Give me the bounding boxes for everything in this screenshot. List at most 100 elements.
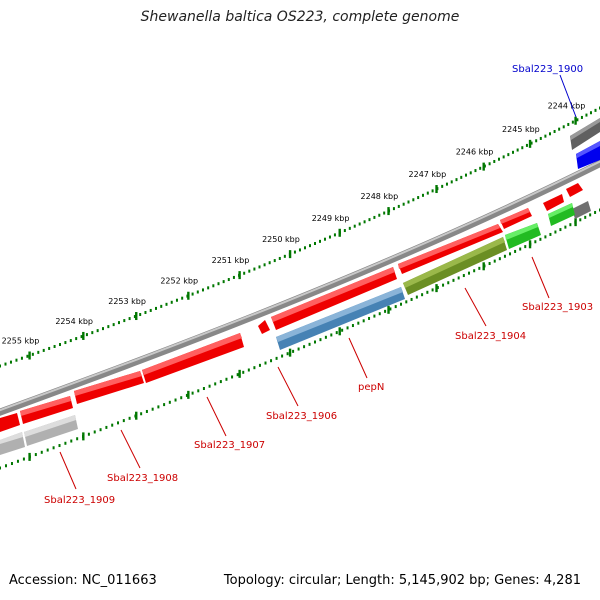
inner-track-dot — [351, 324, 354, 328]
ruler-dot — [144, 310, 147, 314]
inner-track-dot — [400, 302, 403, 306]
gene-light-grey-a[interactable] — [24, 415, 78, 446]
label-sbal223-1903[interactable]: Sbal223_1903 — [522, 302, 593, 313]
inner-track-dot — [111, 423, 114, 427]
ruler-label: 2248 kbp — [361, 192, 399, 201]
ruler-label: 2250 kbp — [262, 235, 300, 244]
gene-red-6[interactable] — [20, 396, 73, 424]
gene-red-5[interactable] — [74, 371, 144, 404]
inner-track-dot — [579, 218, 582, 222]
gene-sbal223-1903-b[interactable] — [505, 223, 541, 249]
inner-track-dot — [468, 271, 471, 275]
ruler-dot — [0, 364, 1, 368]
label-sbal223-1907[interactable]: Sbal223_1907 — [194, 440, 265, 451]
ruler-dot — [227, 278, 230, 282]
ruler-dot — [268, 261, 271, 265]
inner-track-dot — [52, 446, 55, 450]
ruler-dot — [80, 335, 83, 339]
inner-track-dot — [457, 276, 460, 280]
ruler-major-tick — [528, 139, 532, 148]
ruler-dot — [571, 120, 574, 124]
label-sbal223-1904[interactable]: Sbal223_1904 — [455, 331, 526, 342]
genome-summary-text: Topology: circular; Length: 5,145,902 bp… — [223, 573, 581, 588]
gene-grey-top[interactable] — [570, 118, 600, 150]
gene-sbal223-1904[interactable] — [403, 237, 507, 295]
label-sbal223-1908[interactable]: Sbal223_1908 — [107, 473, 178, 484]
inner-track-dot — [185, 393, 188, 397]
inner-track-dot — [208, 384, 211, 388]
gene-red-tiny[interactable] — [258, 320, 270, 334]
ruler-dot — [170, 300, 173, 304]
ruler-dot — [117, 321, 120, 325]
ruler-label: 2255 kbp — [2, 337, 40, 346]
gene-red-3[interactable] — [271, 267, 397, 330]
gene-light-grey-b[interactable] — [0, 432, 25, 455]
ruler-label: 2249 kbp — [312, 214, 350, 223]
ruler-dot — [392, 207, 395, 211]
label-sbal223-1909[interactable]: Sbal223_1909 — [44, 495, 115, 506]
ruler-dot — [258, 265, 261, 269]
inner-track-dot — [514, 249, 517, 253]
inner-track-dot — [128, 416, 131, 420]
ruler-dot — [91, 331, 94, 335]
gene-grey-small[interactable] — [572, 201, 591, 219]
inner-track-major-tick — [187, 390, 190, 399]
inner-track-dot — [493, 259, 496, 263]
gene-red-2[interactable] — [398, 224, 503, 274]
ruler-dot — [417, 196, 420, 200]
ruler-dot — [576, 118, 579, 122]
label-pepN[interactable]: pepN — [358, 382, 384, 393]
ruler-dot — [516, 148, 519, 152]
inner-track-dot — [202, 387, 205, 391]
ruler-label: 2254 kbp — [55, 317, 93, 326]
inner-track-dot — [544, 235, 547, 239]
gene-pepN[interactable] — [276, 287, 405, 350]
ruler-major-tick — [82, 331, 85, 340]
ruler-dot — [298, 248, 301, 252]
ruler-dot — [191, 292, 194, 296]
label-sbal223-1900[interactable]: Sbal223_1900 — [512, 64, 583, 75]
ruler-major-tick — [574, 116, 577, 125]
ruler-dot — [222, 280, 225, 284]
inner-track-dot — [503, 254, 506, 258]
ruler-dot — [293, 250, 296, 254]
ruler-dot — [278, 256, 281, 260]
ruler-label: 2244 kbp — [548, 102, 586, 111]
ruler-dot — [248, 269, 251, 273]
gene-small-red-b[interactable] — [543, 194, 564, 211]
inner-track-dot — [405, 300, 408, 304]
ruler-dot — [318, 239, 321, 243]
gene-red-4[interactable] — [142, 333, 244, 383]
inner-track-dot — [303, 345, 306, 349]
inner-track-dot — [16, 459, 19, 463]
inner-track-dot — [168, 400, 171, 404]
gene-small-red-a[interactable] — [566, 183, 583, 197]
inner-track-dot — [281, 354, 284, 358]
ruler-dot — [488, 162, 491, 166]
inner-track-dot — [569, 223, 572, 227]
label-sbal223-1906[interactable]: Sbal223_1906 — [266, 411, 337, 422]
ruler-major-tick — [482, 162, 485, 171]
ruler-dot — [201, 288, 204, 292]
inner-track-dot — [70, 439, 73, 443]
inner-track-dot — [488, 262, 491, 266]
ruler-dot — [15, 358, 18, 362]
inner-track-dot — [10, 462, 13, 466]
ruler-dot — [303, 246, 306, 250]
inner-track-major-tick — [574, 218, 577, 227]
inner-track-dot — [122, 419, 125, 423]
ruler-dot — [273, 259, 276, 263]
inner-track-dot — [87, 432, 90, 436]
gene-sbal223-1900[interactable] — [576, 141, 600, 169]
inner-track-dot — [145, 409, 148, 413]
inner-track-dot — [330, 333, 333, 337]
ruler-dot — [383, 211, 386, 215]
gene-red-7[interactable] — [0, 413, 20, 432]
inner-track-dot — [335, 331, 338, 335]
gene-red-1[interactable] — [500, 208, 532, 229]
inner-track-dot — [378, 312, 381, 316]
inner-track-dot — [22, 457, 25, 461]
ruler-dot — [207, 286, 210, 290]
ruler-dot — [96, 329, 99, 333]
gene-sbal223-1903[interactable] — [548, 203, 575, 226]
